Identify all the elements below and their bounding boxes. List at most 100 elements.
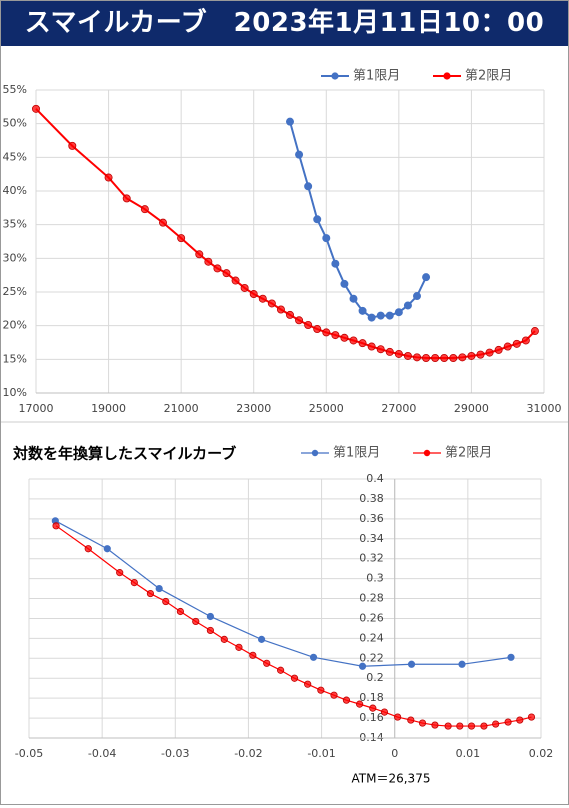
data-point [240,283,249,292]
data-point [330,691,338,699]
x-tick-label: -0.02 [234,747,262,760]
x-tick-label: 0.02 [529,747,554,760]
data-point [504,718,512,726]
y-tick-label: 10% [3,386,27,399]
data-point [309,653,318,661]
y-tick-label: 30% [3,251,27,264]
data-point [407,716,415,724]
series-line [35,108,536,359]
y-tick-label: 35% [3,218,27,231]
data-point [276,305,285,314]
y-tick-label: 0.34 [359,532,384,545]
data-point [130,578,138,587]
x-tick-label: 0.01 [456,747,481,760]
data-point [304,182,313,191]
x-tick-label: 31000 [527,402,562,415]
x-tick-label: 25000 [309,402,344,415]
data-point [527,713,536,721]
data-point [418,719,427,727]
data-point [331,331,340,340]
data-point [116,569,124,577]
y-tick-label: 0.2 [366,671,384,684]
data-point [358,662,367,670]
data-point [146,589,155,598]
series-line [55,520,512,667]
data-point [458,660,466,668]
data-point [155,584,163,593]
legend-marker [423,449,431,457]
data-point [358,339,367,348]
y-tick-label: 15% [3,352,27,365]
data-point [231,276,240,285]
data-point [467,351,476,360]
data-point [476,350,485,359]
data-point [290,674,299,682]
data-point [235,643,243,651]
data-point [285,117,294,126]
data-point [322,328,331,337]
y-tick-label: 0.28 [359,592,384,605]
y-tick-label: 0.4 [366,472,384,485]
data-point [356,700,364,708]
y-tick-label: 0.26 [359,611,384,624]
data-point [358,306,367,315]
data-point [380,708,389,716]
data-point [403,301,412,310]
x-tick-label: -0.01 [307,747,335,760]
data-point [317,686,325,694]
data-point [440,353,449,362]
data-point [376,311,385,320]
data-point [456,722,464,730]
data-point [313,325,322,334]
data-point [177,234,186,243]
data-point [249,290,258,299]
y-tick-label: 25% [3,285,27,298]
data-point [507,653,515,661]
data-point [313,215,322,224]
legend-label: 第2限月 [465,69,512,84]
chart-title: 対数を年換算したスマイルカーブ [12,445,236,463]
data-point [304,320,313,329]
data-point [204,257,213,266]
x-tick-label: 27000 [381,402,416,415]
data-point [206,626,214,635]
data-point [367,313,376,322]
x-tick-label: 17000 [19,402,54,415]
data-point [369,704,377,712]
data-point [480,722,488,730]
data-point [222,269,231,278]
data-point [52,522,60,530]
y-tick-label: 0.16 [359,711,384,724]
data-point [267,299,276,308]
data-point [31,104,40,113]
series-line [55,525,532,727]
y-tick-label: 0.38 [359,492,384,505]
data-point [340,333,349,342]
data-point [512,339,521,348]
x-tick-label: 0 [391,747,398,760]
annotation: ATM＝26,375 [352,772,431,786]
legend-label: 第1限月 [333,446,380,461]
data-point [195,250,204,259]
y-tick-label: 0.32 [359,552,384,565]
data-point [220,635,228,643]
legend-label: 第2限月 [445,446,492,461]
data-point [206,612,214,621]
data-point [422,273,431,282]
data-point [521,336,530,345]
data-point [258,294,267,303]
data-point [122,194,131,203]
data-point [412,353,421,362]
y-tick-label: 40% [3,184,27,197]
x-tick-label: 29000 [454,402,489,415]
data-point [349,336,358,345]
y-tick-label: 0.24 [359,631,384,644]
x-tick-label: 21000 [164,402,199,415]
y-tick-label: 0.22 [359,651,384,664]
data-point [192,617,200,626]
data-point [342,696,351,704]
data-point [104,173,113,182]
y-tick-label: 0.3 [366,572,384,585]
x-tick-label: -0.03 [161,747,189,760]
data-point [492,720,500,728]
